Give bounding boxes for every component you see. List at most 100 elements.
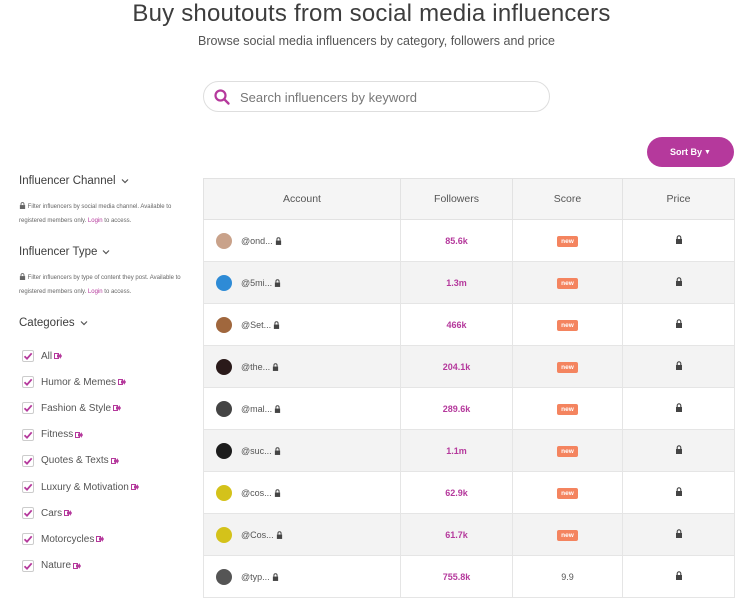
new-badge: new — [557, 487, 578, 499]
login-link[interactable]: Login — [87, 289, 103, 295]
column-header-followers[interactable]: Followers — [400, 178, 513, 220]
column-header-score[interactable]: Score — [512, 178, 623, 220]
category-item[interactable]: Cars — [19, 500, 189, 526]
avatar — [216, 358, 232, 375]
column-header-account[interactable]: Account — [203, 178, 401, 220]
account-cell[interactable]: @mal... — [203, 387, 401, 430]
account-handle[interactable]: @typ... — [241, 571, 270, 582]
account-handle[interactable]: @suc... — [241, 445, 272, 456]
category-item[interactable]: Quotes & Texts — [19, 448, 189, 474]
category-item[interactable]: Motorcycles — [19, 526, 189, 552]
category-checkbox[interactable] — [22, 481, 34, 494]
table-row[interactable]: @mal... 289.6k new — [203, 387, 735, 430]
account-handle[interactable]: @Cos... — [241, 529, 274, 540]
followers-count: 204.1k — [442, 361, 471, 372]
sort-by-label: Sort By — [670, 147, 703, 157]
category-checkbox[interactable] — [22, 507, 34, 520]
category-item[interactable]: Humor & Memes — [19, 369, 189, 395]
new-badge: new — [557, 235, 578, 247]
price-cell — [622, 303, 735, 346]
category-item[interactable]: Fitness — [19, 422, 189, 448]
category-checkbox[interactable] — [22, 350, 34, 363]
category-item[interactable]: Nature — [19, 553, 189, 579]
categories-toggle[interactable]: Categories — [19, 314, 189, 332]
avatar — [216, 442, 232, 459]
page-title: Buy shoutouts from social media influenc… — [132, 0, 611, 27]
account-cell[interactable]: @the... — [203, 345, 401, 388]
account-cell[interactable]: @Set... — [203, 303, 401, 346]
lock-icon — [675, 361, 682, 370]
followers-cell: 1.3m — [400, 261, 513, 304]
table-row[interactable]: @the... 204.1k new — [203, 345, 735, 388]
lock-icon — [675, 445, 682, 454]
category-item[interactable]: Luxury & Motivation — [19, 474, 189, 500]
external-link-icon[interactable] — [64, 509, 73, 517]
avatar — [216, 568, 232, 585]
check-icon — [23, 431, 33, 439]
account-handle[interactable]: @5mi... — [241, 277, 273, 288]
category-checkbox[interactable] — [22, 533, 34, 546]
table-row[interactable]: @Cos... 61.7k new — [203, 513, 735, 556]
table-row[interactable]: @suc... 1.1m new — [203, 429, 735, 472]
score-cell: 9.9 — [512, 555, 623, 598]
influencer-type-toggle[interactable]: Influencer Type — [19, 243, 189, 261]
account-cell[interactable]: @suc... — [203, 429, 401, 472]
category-checkbox[interactable] — [22, 454, 34, 467]
influencer-channel-note: Filter influencers by social media chann… — [19, 202, 172, 224]
table-row[interactable]: @5mi... 1.3m new — [203, 261, 735, 304]
external-link-icon[interactable] — [96, 535, 105, 543]
account-handle[interactable]: @the... — [241, 361, 271, 372]
column-header-price[interactable]: Price — [622, 178, 735, 220]
table-row[interactable]: @Set... 466k new — [203, 303, 735, 346]
table-row[interactable]: @ond... 85.6k new — [203, 219, 735, 262]
category-checkbox[interactable] — [22, 402, 34, 415]
category-checkbox[interactable] — [22, 559, 34, 572]
account-handle[interactable]: @Set... — [241, 319, 272, 330]
login-link[interactable]: Login — [87, 218, 103, 224]
check-icon — [23, 457, 33, 465]
table-row[interactable]: @cos... 62.9k new — [203, 471, 735, 514]
external-link-icon[interactable] — [118, 378, 127, 386]
account-handle[interactable]: @ond... — [241, 235, 273, 246]
score-cell: new — [512, 471, 623, 514]
avatar — [216, 316, 232, 333]
lock-icon — [675, 571, 682, 580]
followers-cell: 62.9k — [400, 471, 513, 514]
lock-icon — [274, 488, 280, 497]
account-cell[interactable]: @cos... — [203, 471, 401, 514]
account-handle[interactable]: @cos... — [241, 487, 272, 498]
category-label: Humor & Memes — [41, 376, 117, 388]
search-input[interactable] — [240, 86, 540, 108]
influencer-channel-heading: Influencer Channel — [19, 175, 116, 187]
sort-by-button[interactable]: Sort By ▼ — [647, 137, 734, 167]
category-item[interactable]: Fashion & Style — [19, 395, 189, 421]
external-link-icon[interactable] — [75, 431, 84, 439]
account-cell[interactable]: @5mi... — [203, 261, 401, 304]
external-link-icon[interactable] — [110, 457, 119, 465]
price-cell — [622, 471, 735, 514]
followers-count: 755.8k — [442, 571, 471, 582]
categories-heading: Categories — [19, 317, 75, 329]
account-cell[interactable]: @Cos... — [203, 513, 401, 556]
table-row[interactable]: @typ... 755.8k 9.9 — [203, 555, 735, 598]
external-link-icon[interactable] — [113, 404, 122, 412]
category-label: Quotes & Texts — [41, 455, 109, 467]
external-link-icon[interactable] — [54, 352, 63, 360]
avatar — [216, 274, 232, 291]
category-checkbox[interactable] — [22, 376, 34, 389]
category-item[interactable]: All — [19, 343, 189, 369]
account-cell[interactable]: @ond... — [203, 219, 401, 262]
account-handle[interactable]: @mal... — [241, 403, 273, 414]
search-bar[interactable] — [203, 81, 550, 112]
category-label: Motorcycles — [41, 533, 95, 545]
external-link-icon[interactable] — [130, 483, 139, 491]
influencer-channel-toggle[interactable]: Influencer Channel — [19, 172, 189, 190]
new-badge: new — [557, 403, 578, 415]
search-icon — [214, 89, 230, 105]
external-link-icon[interactable] — [73, 562, 82, 570]
category-checkbox[interactable] — [22, 428, 34, 441]
caret-down-icon: ▼ — [704, 148, 711, 156]
avatar — [216, 526, 232, 543]
followers-count: 1.3m — [446, 277, 467, 288]
account-cell[interactable]: @typ... — [203, 555, 401, 598]
